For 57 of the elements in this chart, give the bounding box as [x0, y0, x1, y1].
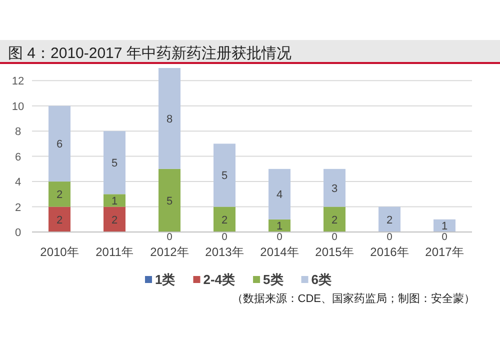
legend-label: 5类: [263, 272, 284, 287]
bar: [158, 68, 180, 169]
data-label: 5: [166, 195, 173, 208]
x-tick-label: 2012年: [150, 245, 189, 259]
legend-label: 6类: [311, 272, 332, 287]
x-tick-label: 2015年: [315, 245, 354, 259]
legend-label: 1类: [155, 272, 176, 287]
x-tick-label: 2011年: [96, 245, 134, 259]
bar: [48, 106, 70, 182]
bar: [214, 206, 236, 232]
y-tick-label: 0: [14, 227, 22, 239]
x-tick-label: 2014年: [260, 245, 299, 259]
data-label: 2: [56, 189, 63, 202]
bar: [214, 144, 236, 207]
data-label: 2: [56, 214, 63, 226]
y-tick-label: 8: [14, 126, 22, 138]
bar: [48, 206, 70, 232]
bar: [378, 206, 400, 232]
y-tick-label: 12: [12, 76, 24, 88]
data-label: 2: [386, 214, 393, 226]
annotation: 0: [276, 232, 283, 243]
x-tick-label: 2017年: [425, 245, 464, 259]
annotation: 0: [386, 232, 393, 243]
text: （数据来源：CDE、国家药监局；制图：安全蒙）: [232, 292, 475, 305]
y-tick-label: 10: [12, 100, 24, 113]
annotation: 0: [166, 232, 173, 243]
data-label: 5: [111, 158, 118, 170]
data-label: 5: [221, 170, 228, 182]
data-label: 2: [331, 214, 338, 226]
bar: [158, 168, 180, 232]
y-tick-label: 2: [14, 202, 22, 214]
data-label: 1: [441, 220, 448, 233]
bar: [324, 206, 346, 232]
bar: [48, 182, 70, 207]
data-label: 4: [276, 189, 283, 202]
data-label: 6: [56, 138, 63, 151]
annotation: 0: [332, 232, 338, 243]
bar: [268, 168, 290, 220]
data-label: 3: [331, 182, 338, 195]
x-tick-label: 2010年: [40, 245, 79, 259]
bar: [324, 168, 346, 207]
y-tick-label: 4: [14, 176, 22, 189]
data-label: 1: [276, 220, 283, 233]
data-label: 1: [111, 195, 118, 208]
annotation: 0: [222, 232, 228, 243]
data-label: 2: [111, 214, 118, 226]
x-tick-label: 2013年: [205, 245, 244, 259]
annotation: 0: [442, 232, 448, 243]
data-label: 2: [221, 214, 228, 226]
x-tick-label: 2016年: [370, 245, 409, 259]
y-tick-label: 6: [14, 151, 22, 164]
legend-label: 2-4类: [203, 272, 236, 287]
bar: [104, 131, 126, 194]
data-label: 8: [166, 113, 173, 126]
bar: [104, 194, 126, 207]
bar: [104, 206, 126, 232]
chart-title: 图 4：2010-2017 年中药新药注册获批情况: [8, 45, 292, 62]
